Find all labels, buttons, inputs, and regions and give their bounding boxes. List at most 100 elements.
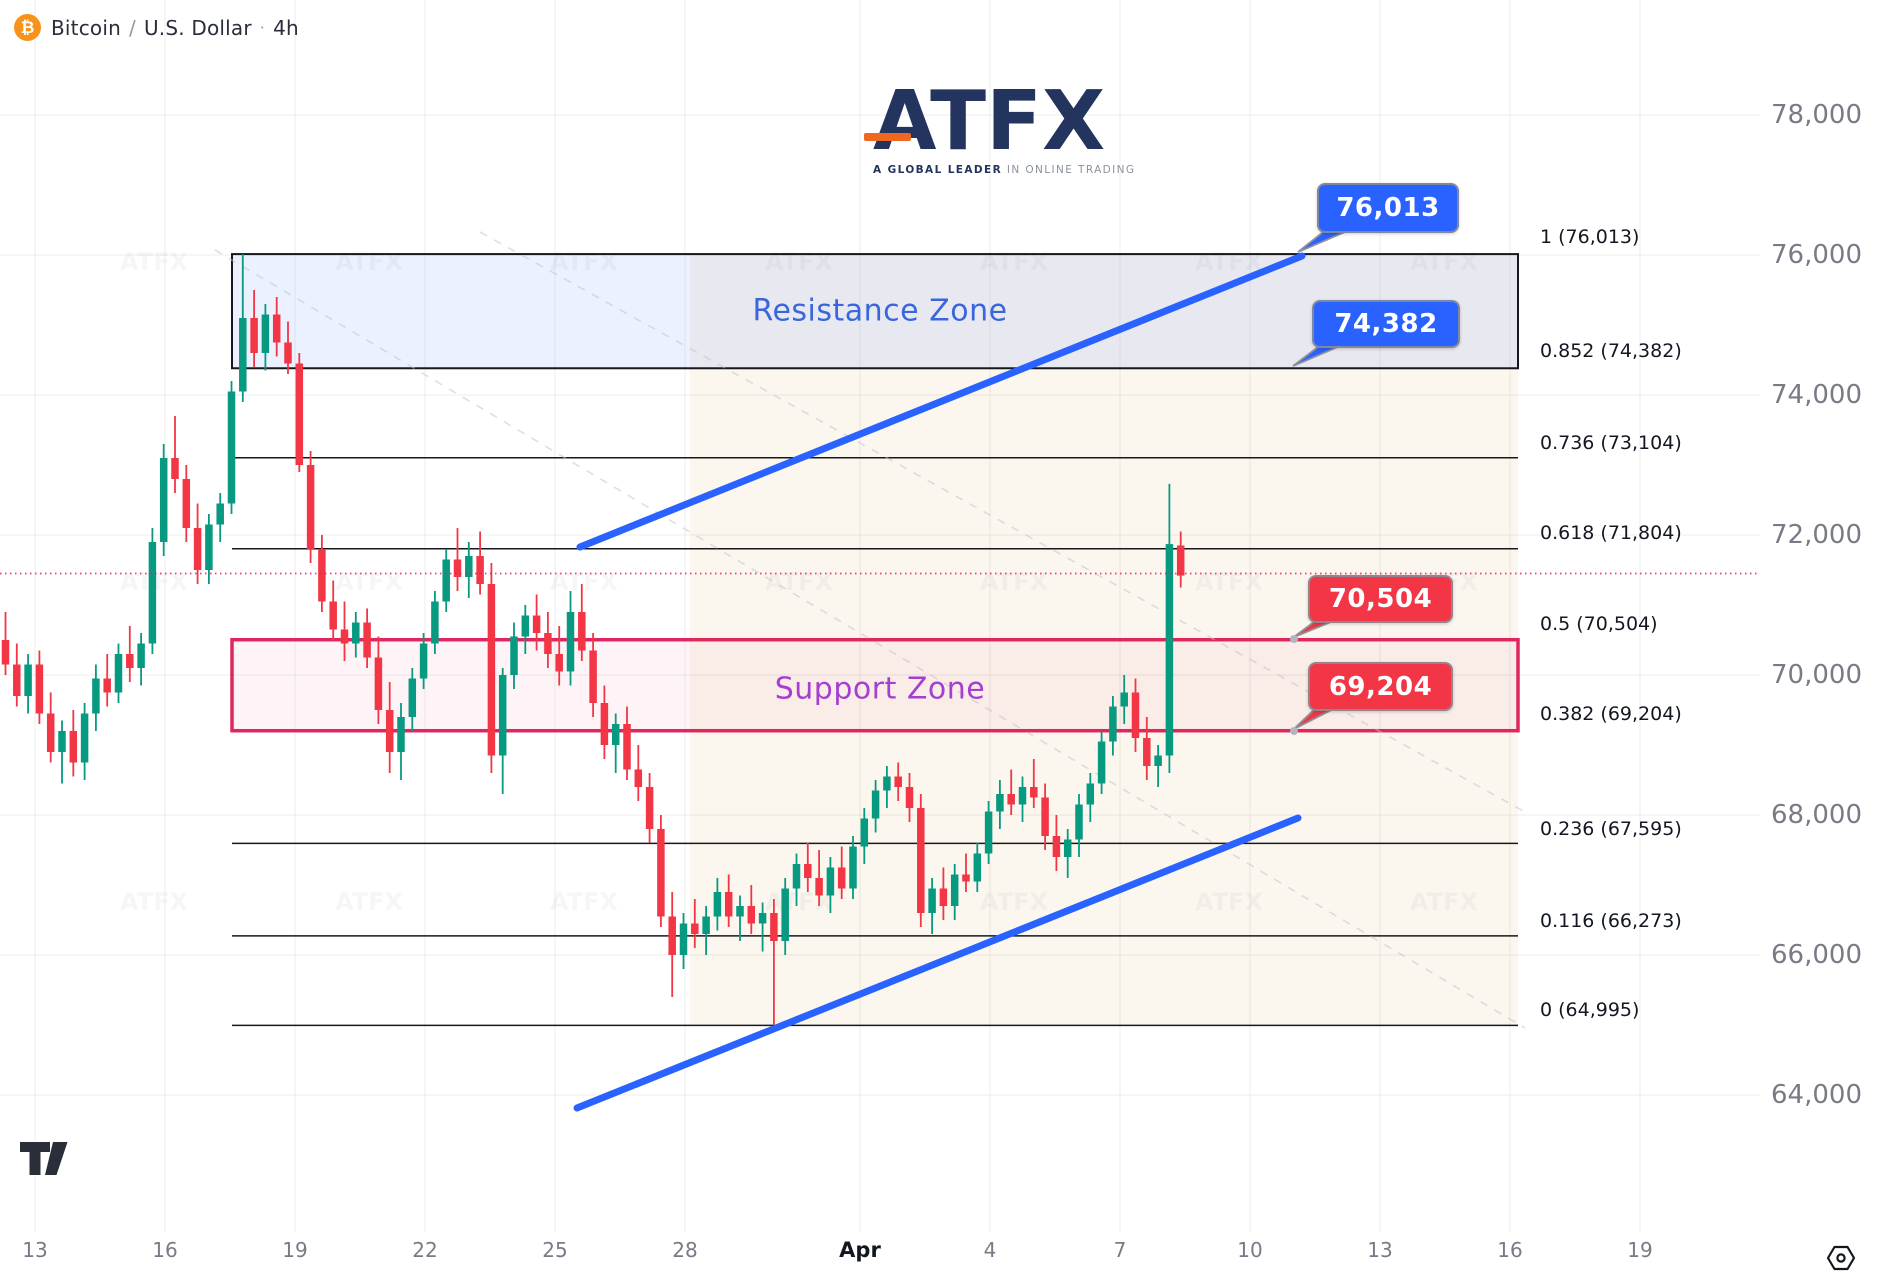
candle-body bbox=[973, 853, 982, 882]
candle-body bbox=[905, 787, 914, 808]
watermark: ATFX bbox=[120, 888, 188, 916]
candle-body bbox=[397, 717, 405, 752]
symbol-market[interactable]: U.S. Dollar bbox=[143, 15, 252, 40]
watermark: ATFX bbox=[980, 248, 1048, 276]
candle-body bbox=[713, 892, 722, 917]
candle-body bbox=[1007, 794, 1015, 805]
watermark: ATFX bbox=[1195, 248, 1263, 276]
candle-body bbox=[476, 556, 484, 584]
watermark: ATFX bbox=[765, 248, 833, 276]
interval-label[interactable]: 4h bbox=[273, 15, 299, 40]
interval-separator: · bbox=[259, 18, 266, 37]
symbol-name[interactable]: Bitcoin bbox=[51, 15, 121, 40]
fib-label-0.852: 0.852 (74,382) bbox=[1540, 340, 1682, 362]
fib-label-0.236: 0.236 (67,595) bbox=[1540, 818, 1682, 840]
dashed-trend-reference bbox=[479, 231, 1526, 813]
resistance-zone-label: Resistance Zone bbox=[752, 293, 1008, 329]
candle-body bbox=[306, 465, 315, 549]
candle-body bbox=[385, 710, 394, 752]
channel-lower-trendline[interactable] bbox=[573, 814, 1302, 1112]
candle-body bbox=[1097, 741, 1106, 784]
atfx-tagline: A GLOBAL LEADER IN ONLINE TRADING bbox=[873, 164, 1136, 176]
candle-body bbox=[928, 888, 936, 913]
settings-gear-icon[interactable] bbox=[1824, 1242, 1858, 1274]
fib-label-1: 1 (76,013) bbox=[1540, 226, 1640, 248]
candle-body bbox=[148, 542, 157, 644]
candle-body bbox=[962, 874, 970, 882]
candle-body bbox=[1063, 839, 1072, 857]
symbol-header[interactable]: ₿ Bitcoin / U.S. Dollar · 4h bbox=[14, 14, 299, 41]
price-label-72000: 72,000 bbox=[1771, 520, 1862, 550]
time-label-Apr: Apr bbox=[839, 1238, 881, 1262]
candle-body bbox=[239, 318, 247, 392]
callout-74382[interactable]: 74,382 bbox=[1312, 300, 1460, 348]
anchor-handle[interactable] bbox=[1290, 727, 1298, 735]
resistance-zone[interactable] bbox=[231, 253, 1519, 370]
candle-body bbox=[578, 612, 586, 651]
candle-body bbox=[1165, 544, 1174, 756]
watermark: ATFX bbox=[1195, 568, 1263, 596]
candle-body bbox=[1075, 804, 1083, 840]
watermark: ATFX bbox=[335, 248, 403, 276]
candle-body bbox=[849, 846, 857, 889]
candle-body bbox=[103, 678, 111, 693]
candle-body bbox=[284, 342, 292, 364]
watermark: ATFX bbox=[335, 568, 403, 596]
anchor-handle[interactable] bbox=[1290, 635, 1298, 643]
candle-body bbox=[815, 878, 823, 896]
symbol-separator: / bbox=[128, 15, 136, 40]
candle-body bbox=[950, 874, 959, 906]
callout-70504[interactable]: 70,504 bbox=[1308, 575, 1453, 623]
candle-body bbox=[465, 556, 473, 577]
time-label-22: 22 bbox=[412, 1238, 438, 1262]
candle-body bbox=[623, 724, 631, 770]
candle-body bbox=[1154, 755, 1162, 766]
candle-body bbox=[408, 678, 417, 717]
watermark: ATFX bbox=[980, 888, 1048, 916]
fib-label-0.736: 0.736 (73,104) bbox=[1540, 432, 1682, 454]
support-zone[interactable] bbox=[230, 637, 1520, 733]
channel-upper-trendline[interactable] bbox=[576, 252, 1306, 551]
callout-69204[interactable]: 69,204 bbox=[1308, 662, 1453, 711]
candle-body bbox=[747, 906, 756, 924]
candle-body bbox=[329, 601, 337, 630]
candle-body bbox=[1109, 706, 1117, 742]
candle-body bbox=[860, 818, 869, 847]
time-label-19: 19 bbox=[1627, 1238, 1653, 1262]
callout-76013[interactable]: 76,013 bbox=[1317, 183, 1459, 233]
candle-body bbox=[46, 713, 55, 752]
candle-body bbox=[171, 458, 179, 479]
candle-body bbox=[837, 867, 846, 889]
candle-body bbox=[894, 776, 902, 787]
candle-body bbox=[261, 314, 270, 353]
candle-body bbox=[13, 664, 21, 696]
time-label-7: 7 bbox=[1113, 1238, 1127, 1262]
candle-body bbox=[668, 916, 676, 955]
candle-body bbox=[419, 643, 428, 679]
candle-body bbox=[600, 703, 609, 745]
candle-body bbox=[58, 731, 66, 752]
candle-body bbox=[510, 636, 518, 675]
atfx-wordmark: ATFX bbox=[864, 81, 1105, 163]
time-label-16: 16 bbox=[152, 1238, 178, 1262]
candle-body bbox=[498, 675, 507, 756]
watermark: ATFX bbox=[550, 888, 618, 916]
candle-body bbox=[611, 724, 620, 745]
candle-body bbox=[996, 794, 1004, 812]
candle-body bbox=[182, 479, 191, 528]
candle-body bbox=[487, 584, 496, 756]
fib-label-0: 0 (64,995) bbox=[1540, 999, 1640, 1021]
fib-label-0.116: 0.116 (66,273) bbox=[1540, 910, 1682, 932]
candle-body bbox=[544, 633, 552, 654]
candle-body bbox=[770, 913, 778, 941]
candle-body bbox=[340, 629, 349, 644]
watermark: ATFX bbox=[1195, 888, 1263, 916]
candle-body bbox=[645, 787, 654, 829]
watermark: ATFX bbox=[765, 568, 833, 596]
candle-body bbox=[792, 864, 801, 889]
candle-body bbox=[374, 657, 383, 710]
candle-body bbox=[679, 923, 688, 955]
tradingview-icon[interactable] bbox=[20, 1142, 70, 1177]
